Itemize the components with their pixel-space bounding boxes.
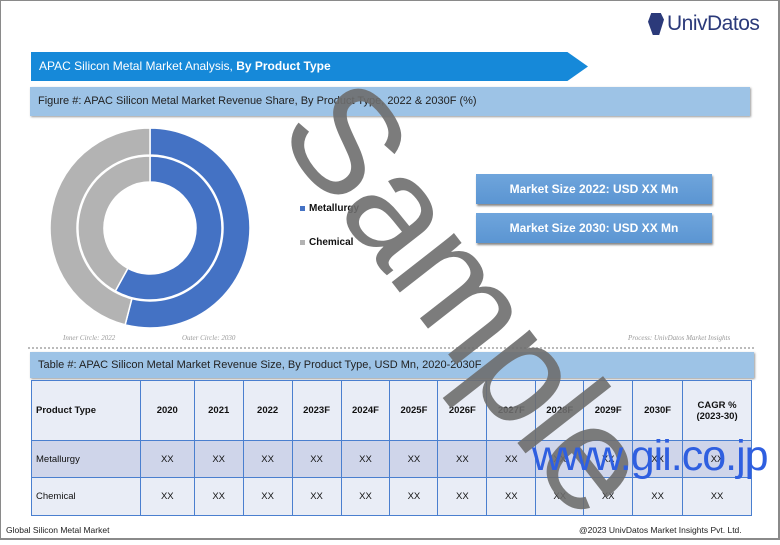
legend-swatch: [300, 206, 305, 211]
table-cell: XX: [535, 477, 585, 516]
gii-watermark: www.gii.co.jp: [532, 432, 769, 480]
table-cell: XX: [340, 477, 391, 516]
table-cell: XX: [583, 440, 634, 478]
table-cell: XX: [193, 477, 244, 516]
column-header: 2023F: [291, 380, 342, 441]
column-header: Product Type: [31, 380, 141, 441]
inner-circle-note: Inner Circle: 2022: [63, 334, 116, 342]
table-cell: XX: [682, 477, 752, 516]
footer-copyright: @2023 UnivDatos Market Insights Pvt. Ltd…: [579, 525, 742, 535]
table-cell: XX: [291, 440, 342, 478]
table-title: Table #: APAC Silicon Metal Market Reven…: [30, 352, 754, 378]
table-header-row: Product Type 2020 2021 2022 2023F 2024F 2025F 2…: [31, 380, 752, 441]
outer-slice-chemical: [49, 127, 151, 326]
donut-chart: [49, 127, 251, 329]
table-cell: XX: [242, 477, 293, 516]
legend-label: Chemical: [309, 237, 354, 248]
table-cell: XX: [632, 477, 684, 516]
figure-title: Figure #: APAC Silicon Metal Market Reve…: [30, 87, 750, 116]
table-cell: XX: [389, 477, 439, 516]
table-cell: XX: [340, 440, 391, 478]
column-header: 2020: [139, 380, 195, 441]
table-cell: XX: [242, 440, 293, 478]
table-cell: XX: [535, 440, 585, 478]
section-banner: APAC Silicon Metal Market Analysis, By P…: [31, 52, 588, 81]
column-header: 2028F: [535, 380, 585, 441]
table-cell: XX: [486, 440, 537, 478]
source-note: Process: UnivDatos Market Insights: [628, 334, 731, 342]
inner-slice-chemical: [77, 155, 151, 293]
table-cell: XX: [193, 440, 244, 478]
row-label: Chemical: [31, 477, 141, 516]
legend-swatch: [300, 240, 305, 245]
banner-title-bold: By Product Type: [236, 59, 331, 73]
column-header: 2021: [193, 380, 244, 441]
column-header: 2030F: [632, 380, 684, 441]
column-header: 2022: [242, 380, 293, 441]
row-label: Metallurgy: [31, 440, 141, 478]
column-header: 2024F: [340, 380, 391, 441]
table-cell: XX: [139, 477, 195, 516]
footer-left: Global Silicon Metal Market: [6, 525, 110, 535]
univdatos-logo: UnivDatos: [648, 12, 760, 36]
inner-slice-metallurgy: [114, 155, 223, 301]
market-size-2022: Market Size 2022: USD XX Mn: [476, 174, 712, 204]
column-header: 2029F: [583, 380, 634, 441]
legend-item-chemical: Chemical: [300, 237, 353, 248]
table-cell: XX: [139, 440, 195, 478]
column-header: 2026F: [437, 380, 488, 441]
legend-item-metallurgy: Metallurgy: [300, 203, 359, 214]
outer-circle-note: Outer Circle: 2030: [182, 334, 236, 342]
table-cell: XX: [583, 477, 634, 516]
table-cell: XX: [486, 477, 537, 516]
logo-icon: [648, 13, 664, 35]
divider: [28, 347, 754, 349]
banner-title: APAC Silicon Metal Market Analysis,: [39, 59, 237, 73]
table-cell: XX: [437, 477, 488, 516]
revenue-table: Product Type 2020 2021 2022 2023F 2024F 2025F 2…: [31, 380, 752, 516]
table-cell: XX: [682, 440, 752, 478]
logo-text: UnivDatos: [667, 12, 760, 35]
market-size-2030: Market Size 2030: USD XX Mn: [476, 213, 712, 243]
table-cell: XX: [632, 440, 684, 478]
outer-slice-metallurgy: [124, 127, 251, 329]
table-cell: XX: [291, 477, 342, 516]
legend-label: Metallurgy: [309, 203, 360, 214]
table-row: Chemical XX XX XX XX XX XX XX XX XX XX XX XX: [31, 477, 752, 516]
table-cell: XX: [437, 440, 488, 478]
table-cell: XX: [389, 440, 439, 478]
column-header: 2027F: [486, 380, 537, 441]
column-header: CAGR % (2023-30): [682, 380, 752, 441]
